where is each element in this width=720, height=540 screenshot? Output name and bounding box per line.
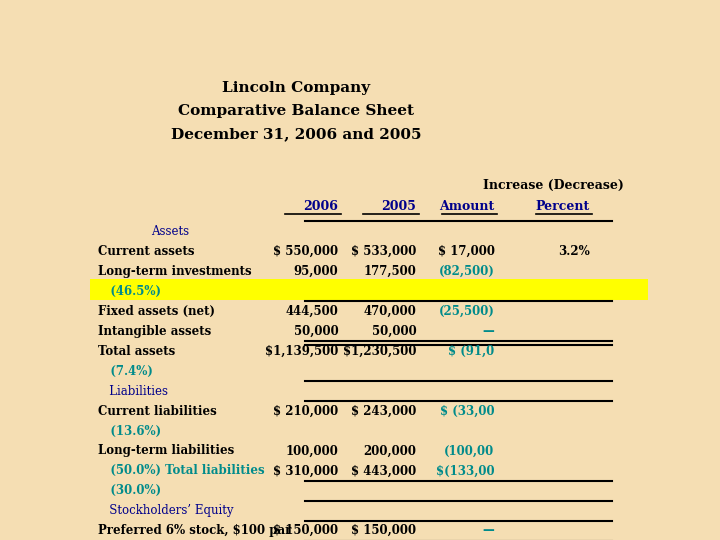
- Text: (50.0%) Total liabilities: (50.0%) Total liabilities: [99, 464, 265, 477]
- Text: (82,500): (82,500): [438, 265, 495, 278]
- Text: Current assets: Current assets: [99, 245, 195, 258]
- Text: $ (33,00: $ (33,00: [440, 404, 495, 417]
- Bar: [90, 279, 648, 300]
- Text: Assets: Assets: [151, 225, 189, 238]
- Text: 50,000: 50,000: [372, 325, 416, 338]
- Text: Preferred 6% stock, $100 par: Preferred 6% stock, $100 par: [99, 524, 292, 537]
- Text: 2006: 2006: [303, 200, 338, 213]
- Text: Stockholders’ Equity: Stockholders’ Equity: [99, 504, 234, 517]
- Text: Comparative Balance Sheet: Comparative Balance Sheet: [179, 104, 415, 118]
- Text: 100,000: 100,000: [285, 444, 338, 457]
- Text: $ (91,0: $ (91,0: [449, 345, 495, 357]
- Text: $ 550,000: $ 550,000: [273, 245, 338, 258]
- Text: $ 150,000: $ 150,000: [351, 524, 416, 537]
- Text: Long-term liabilities: Long-term liabilities: [99, 444, 235, 457]
- Text: Total assets: Total assets: [99, 345, 176, 357]
- Text: $ 310,000: $ 310,000: [273, 464, 338, 477]
- Text: $1,139,500: $1,139,500: [265, 345, 338, 357]
- Text: Increase (Decrease): Increase (Decrease): [482, 179, 624, 192]
- Text: 470,000: 470,000: [364, 305, 416, 318]
- Text: (30.0%): (30.0%): [99, 484, 161, 497]
- Text: 200,000: 200,000: [364, 444, 416, 457]
- Text: Percent: Percent: [535, 200, 590, 213]
- Text: Intangible assets: Intangible assets: [99, 325, 212, 338]
- Text: $ 17,000: $ 17,000: [438, 245, 495, 258]
- Text: (100,00: (100,00: [444, 444, 495, 457]
- Text: $(133,00: $(133,00: [436, 464, 495, 477]
- Text: Lincoln Company: Lincoln Company: [222, 82, 371, 96]
- Text: $1,230,500: $1,230,500: [343, 345, 416, 357]
- Text: 444,500: 444,500: [285, 305, 338, 318]
- Text: (25,500): (25,500): [438, 305, 495, 318]
- Text: $ 533,000: $ 533,000: [351, 245, 416, 258]
- Text: $ 443,000: $ 443,000: [351, 464, 416, 477]
- Text: December 31, 2006 and 2005: December 31, 2006 and 2005: [171, 127, 422, 141]
- Text: (7.4%): (7.4%): [99, 364, 153, 377]
- Text: 95,000: 95,000: [294, 265, 338, 278]
- Text: (46.5%): (46.5%): [99, 285, 161, 298]
- Text: Current liabilities: Current liabilities: [99, 404, 217, 417]
- Text: $ 150,000: $ 150,000: [273, 524, 338, 537]
- Text: Liabilities: Liabilities: [99, 384, 168, 397]
- Text: 50,000: 50,000: [294, 325, 338, 338]
- Text: 3.2%: 3.2%: [558, 245, 590, 258]
- Text: $ 243,000: $ 243,000: [351, 404, 416, 417]
- Text: —: —: [483, 524, 495, 537]
- Text: $ 210,000: $ 210,000: [273, 404, 338, 417]
- Text: 2005: 2005: [382, 200, 416, 213]
- Text: Long-term investments: Long-term investments: [99, 265, 252, 278]
- Text: 177,500: 177,500: [364, 265, 416, 278]
- Text: (13.6%): (13.6%): [99, 424, 161, 437]
- Text: —: —: [483, 325, 495, 338]
- Text: Amount: Amount: [439, 200, 495, 213]
- Text: Fixed assets (net): Fixed assets (net): [99, 305, 215, 318]
